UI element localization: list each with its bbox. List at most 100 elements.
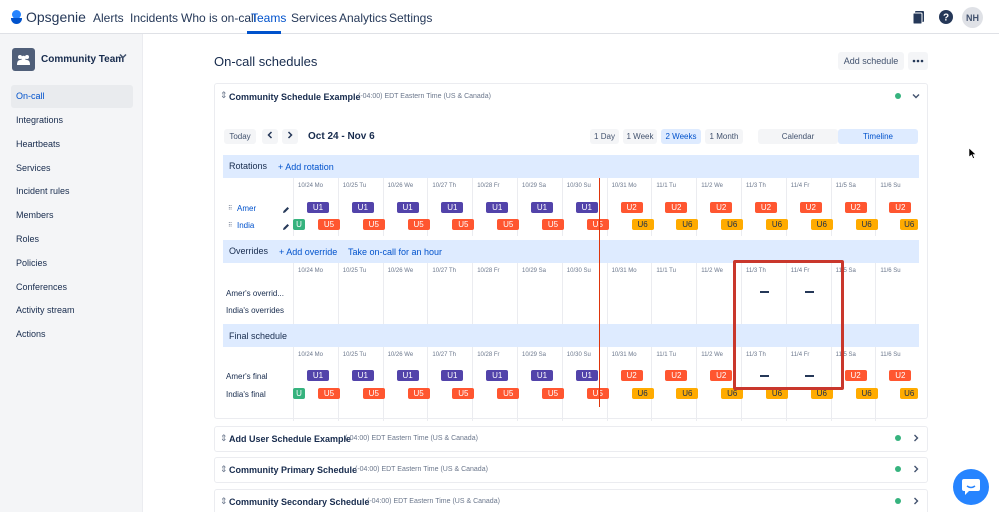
on-call-chip[interactable]: U1 [486,202,509,213]
on-call-chip[interactable]: U6 [676,388,699,399]
on-call-chip[interactable]: U6 [721,219,744,230]
help-icon[interactable]: ? [938,9,954,25]
nav-alerts[interactable]: Alerts [93,11,124,25]
on-call-chip[interactable]: U6 [676,219,699,230]
user-avatar[interactable]: NH [962,7,983,28]
on-call-chip[interactable]: U2 [710,202,733,213]
nav-incidents[interactable]: Incidents [130,11,179,25]
take-on-call-link[interactable]: Take on-call for an hour [348,247,443,257]
nav-analytics[interactable]: Analytics [339,11,388,25]
switcher-icon[interactable] [911,9,927,25]
chevron-down-icon[interactable] [912,92,920,100]
on-call-chip[interactable]: U2 [889,370,912,381]
on-call-chip[interactable]: U2 [799,202,822,213]
on-call-chip[interactable]: U2 [620,202,643,213]
on-call-chip[interactable]: U1 [441,202,464,213]
on-call-chip[interactable]: U6 [810,388,833,399]
on-call-chip[interactable]: U2 [844,370,867,381]
sidebar-item-actions[interactable]: Actions [16,329,46,339]
team-switcher[interactable]: Community Team [12,48,124,71]
on-call-chip[interactable]: U6 [855,219,878,230]
on-call-chip[interactable]: U1 [575,370,598,381]
sidebar-item-incident-rules[interactable]: Incident rules [16,186,70,196]
on-call-chip[interactable]: U1 [351,202,374,213]
sidebar-item-heartbeats[interactable]: Heartbeats [16,139,61,149]
view-1-month[interactable]: 1 Month [705,129,743,144]
on-call-chip[interactable]: U1 [441,370,464,381]
sidebar-item-members[interactable]: Members [16,210,54,220]
nav-who-is-on-call[interactable]: Who is on-call [181,11,257,25]
rotation-amer[interactable]: Amer [237,204,257,213]
on-call-chip[interactable]: U5 [497,388,520,399]
schedule-name[interactable]: Add User Schedule Example [229,434,352,444]
override-marker[interactable] [760,291,769,293]
chevron-down-icon[interactable] [119,52,127,60]
nav-teams[interactable]: Teams [251,11,287,25]
add-override-link[interactable]: + Add override [279,247,338,257]
schedule-name[interactable]: Community Secondary Schedule [229,497,370,507]
pencil-icon[interactable] [282,223,290,231]
on-call-chip[interactable]: U2 [710,370,733,381]
on-call-chip[interactable]: U1 [307,370,329,381]
on-call-chip[interactable]: U1 [396,370,419,381]
drag-handle-icon[interactable]: ⠿ [228,206,233,212]
sidebar-item-policies[interactable]: Policies [16,258,48,268]
on-call-chip[interactable]: U6 [900,219,918,230]
view-1-day[interactable]: 1 Day [590,129,619,144]
on-call-chip[interactable]: U2 [889,202,912,213]
on-call-chip[interactable]: U5 [542,388,564,399]
pencil-icon[interactable] [282,206,290,214]
add-schedule-button[interactable]: Add schedule [838,52,904,70]
sidebar-item-roles[interactable]: Roles [16,234,40,244]
sidebar-item-on-call[interactable]: On-call [11,85,133,108]
on-call-chip[interactable]: U5 [362,388,385,399]
on-call-chip[interactable]: U5 [452,219,475,230]
add-rotation-link[interactable]: + Add rotation [278,162,334,172]
on-call-chip[interactable]: U2 [665,370,688,381]
mode-calendar[interactable]: Calendar [758,129,838,144]
sidebar-item-activity-stream[interactable]: Activity stream [16,305,75,315]
on-call-chip[interactable]: U5 [362,219,385,230]
more-options-button[interactable] [908,52,928,70]
opsgenie-logo[interactable]: Opsgenie [11,9,86,25]
on-call-chip[interactable]: U6 [855,388,878,399]
on-call-chip[interactable]: U6 [900,388,918,399]
drag-handle-icon[interactable]: ⇕ [220,496,228,506]
on-call-chip[interactable]: U1 [531,370,553,381]
on-call-chip[interactable]: U2 [665,202,688,213]
on-call-chip[interactable]: U5 [497,219,520,230]
view-2-weeks[interactable]: 2 Weeks [661,129,701,144]
on-call-chip[interactable]: U5 [407,219,430,230]
on-call-chip[interactable]: U2 [620,370,643,381]
schedule-card-collapsed[interactable] [214,457,928,483]
on-call-chip[interactable]: U [293,388,305,399]
schedule-card-collapsed[interactable] [214,426,928,452]
on-call-chip[interactable]: U5 [452,388,475,399]
on-call-chip[interactable]: U1 [486,370,509,381]
on-call-chip[interactable]: U1 [396,202,419,213]
next-button[interactable] [282,129,298,144]
on-call-chip[interactable]: U6 [766,219,788,230]
on-call-chip[interactable]: U2 [755,202,777,213]
on-call-chip[interactable]: U5 [318,219,340,230]
on-call-chip[interactable]: U6 [766,388,788,399]
on-call-chip[interactable]: U5 [542,219,564,230]
on-call-chip[interactable]: U5 [318,388,340,399]
drag-handle-icon[interactable]: ⇕ [220,90,228,100]
on-call-chip[interactable]: U2 [844,202,867,213]
on-call-chip[interactable]: U1 [575,202,598,213]
on-call-chip[interactable]: U5 [586,219,609,230]
drag-handle-icon[interactable]: ⠿ [228,223,233,229]
schedule-name[interactable]: Community Schedule Example [229,92,361,102]
sidebar-item-integrations[interactable]: Integrations [16,115,64,125]
nav-services[interactable]: Services [291,11,338,25]
sidebar-item-services[interactable]: Services [16,163,51,173]
nav-settings[interactable]: Settings [389,11,433,25]
sidebar-item-conferences[interactable]: Conferences [16,282,68,292]
chevron-right-icon[interactable] [912,497,920,505]
view-1-week[interactable]: 1 Week [623,129,657,144]
on-call-chip[interactable]: U6 [721,388,744,399]
drag-handle-icon[interactable]: ⇕ [220,464,228,474]
on-call-chip[interactable]: U6 [810,219,833,230]
drag-handle-icon[interactable]: ⇕ [220,433,228,443]
